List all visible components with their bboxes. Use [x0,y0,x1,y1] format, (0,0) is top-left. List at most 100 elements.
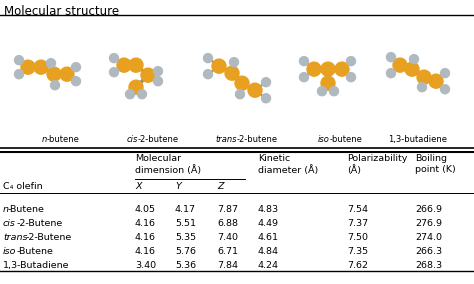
Circle shape [229,58,238,67]
Circle shape [321,76,335,90]
Text: 4.16: 4.16 [135,219,156,228]
Circle shape [262,78,271,87]
Text: -Butene: -Butene [17,247,54,256]
Text: 1,3-Butadiene: 1,3-Butadiene [3,261,70,270]
Text: 266.9: 266.9 [415,205,442,214]
Circle shape [129,80,143,94]
Circle shape [248,83,262,97]
Text: 5.36: 5.36 [175,261,196,270]
Text: Y: Y [175,182,181,191]
Circle shape [235,76,249,90]
Circle shape [129,58,143,72]
Circle shape [137,90,146,99]
Text: Z: Z [217,182,224,191]
Circle shape [15,70,24,79]
Circle shape [386,53,395,62]
Text: 6.71: 6.71 [217,247,238,256]
Text: 7.37: 7.37 [347,219,368,228]
Text: 7.35: 7.35 [347,247,368,256]
Text: Kinetic
diameter (Å): Kinetic diameter (Å) [258,154,318,175]
Circle shape [60,67,74,81]
Text: 5.35: 5.35 [175,233,196,242]
Text: -butene: -butene [47,135,80,144]
Circle shape [34,60,48,74]
Circle shape [117,58,131,72]
Text: 6.88: 6.88 [217,219,238,228]
Text: 4.83: 4.83 [258,205,279,214]
Circle shape [393,58,407,72]
Text: 7.62: 7.62 [347,261,368,270]
Text: 7.40: 7.40 [217,233,238,242]
Text: iso: iso [3,247,17,256]
Circle shape [203,54,212,63]
Text: 4.16: 4.16 [135,233,156,242]
Circle shape [21,60,35,74]
Circle shape [126,90,135,99]
Text: Boiling
point (K): Boiling point (K) [415,154,456,174]
Text: 274.0: 274.0 [415,233,442,242]
Circle shape [47,67,61,81]
Circle shape [410,55,419,64]
Circle shape [72,63,81,72]
Circle shape [225,66,239,80]
Text: Molecular
dimension (Å): Molecular dimension (Å) [135,154,201,175]
Text: cis: cis [3,219,16,228]
Circle shape [203,70,212,79]
Text: 4.24: 4.24 [258,261,279,270]
Circle shape [212,59,226,73]
Circle shape [15,56,24,65]
Circle shape [262,94,271,103]
Circle shape [386,69,395,78]
Circle shape [346,57,356,66]
Text: n: n [3,205,9,214]
Text: 4.84: 4.84 [258,247,279,256]
Text: 7.87: 7.87 [217,205,238,214]
Text: 4.16: 4.16 [135,247,156,256]
Circle shape [141,68,155,82]
Text: 4.49: 4.49 [258,219,279,228]
Circle shape [236,90,245,99]
Text: 266.3: 266.3 [415,247,442,256]
Circle shape [418,83,427,92]
Text: 1,3-butadiene: 1,3-butadiene [389,135,447,144]
Text: cis: cis [127,135,138,144]
Circle shape [109,68,118,77]
Circle shape [300,73,309,82]
Text: -2-butene: -2-butene [237,135,278,144]
Circle shape [300,57,309,66]
Text: 4.61: 4.61 [258,233,279,242]
Text: 5.76: 5.76 [175,247,196,256]
Circle shape [318,87,327,96]
Text: 5.51: 5.51 [175,219,196,228]
Text: 7.54: 7.54 [347,205,368,214]
Circle shape [440,69,449,78]
Circle shape [109,54,118,63]
Circle shape [46,59,55,68]
Text: 4.05: 4.05 [135,205,156,214]
Text: n: n [42,135,47,144]
Circle shape [440,85,449,94]
Circle shape [51,81,60,90]
Text: -butene: -butene [330,135,363,144]
Text: Polarizability
(Å): Polarizability (Å) [347,154,407,175]
Text: -2-butene: -2-butene [138,135,179,144]
Text: 268.3: 268.3 [415,261,442,270]
Circle shape [335,62,349,76]
Circle shape [154,67,163,76]
Text: 3.40: 3.40 [135,261,156,270]
Text: trans: trans [3,233,27,242]
Text: Molecular structure: Molecular structure [4,5,119,18]
Text: -2-Butene: -2-Butene [17,219,63,228]
Circle shape [329,87,338,96]
Text: 7.84: 7.84 [217,261,238,270]
Circle shape [405,62,419,76]
Text: 7.50: 7.50 [347,233,368,242]
Text: C₄ olefin: C₄ olefin [3,182,43,191]
Circle shape [429,74,443,88]
Circle shape [72,77,81,86]
Text: 4.17: 4.17 [175,205,196,214]
Circle shape [417,70,431,84]
Text: iso: iso [318,135,330,144]
Text: -Butene: -Butene [8,205,45,214]
Circle shape [346,73,356,82]
